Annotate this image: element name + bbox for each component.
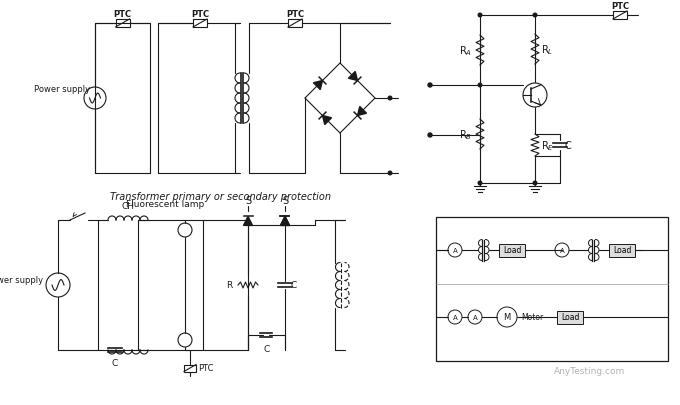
Text: C: C	[112, 358, 118, 367]
Text: Power supply: Power supply	[34, 84, 90, 93]
Circle shape	[533, 182, 537, 185]
Text: Fluorescent lamp: Fluorescent lamp	[126, 200, 204, 209]
Text: CH: CH	[122, 202, 135, 211]
Circle shape	[388, 97, 392, 100]
Circle shape	[478, 14, 482, 18]
Text: PTC: PTC	[611, 2, 629, 11]
Text: R$_L$: R$_L$	[541, 43, 554, 57]
Polygon shape	[358, 107, 367, 116]
Polygon shape	[313, 81, 322, 90]
Polygon shape	[280, 217, 290, 226]
Text: S: S	[282, 196, 288, 205]
Text: R$_B$: R$_B$	[459, 128, 472, 142]
Text: S: S	[245, 196, 251, 205]
Circle shape	[428, 134, 432, 138]
Text: R$_E$: R$_E$	[541, 139, 554, 153]
Text: Load: Load	[613, 246, 631, 255]
Text: C: C	[291, 281, 297, 290]
Text: A: A	[560, 247, 564, 254]
Bar	[499, 244, 525, 257]
Text: A: A	[473, 314, 477, 320]
Circle shape	[478, 182, 482, 185]
Text: C: C	[565, 141, 572, 151]
Polygon shape	[243, 217, 252, 226]
Polygon shape	[322, 116, 332, 125]
Bar	[613, 12, 627, 20]
Text: Transformer primary or secondary protection: Transformer primary or secondary protect…	[109, 192, 330, 202]
Text: Load: Load	[561, 313, 579, 322]
Text: PTC: PTC	[114, 10, 131, 19]
Text: R: R	[226, 281, 232, 290]
Text: PTC: PTC	[191, 10, 209, 19]
Text: C: C	[263, 344, 270, 353]
Bar	[288, 20, 302, 28]
Polygon shape	[348, 72, 358, 81]
Text: PTC: PTC	[198, 364, 214, 373]
Text: A: A	[453, 247, 458, 254]
Text: Load: Load	[503, 246, 521, 255]
Circle shape	[478, 84, 482, 87]
Circle shape	[428, 84, 432, 88]
Bar	[557, 311, 583, 324]
Bar	[184, 364, 196, 371]
Circle shape	[388, 172, 392, 175]
Text: A: A	[453, 314, 458, 320]
Text: Motor: Motor	[521, 313, 543, 322]
Bar	[436, 217, 668, 361]
Polygon shape	[280, 217, 290, 226]
Text: M: M	[503, 313, 511, 322]
Text: Power supply: Power supply	[0, 276, 43, 285]
Bar	[193, 20, 207, 28]
Text: PTC: PTC	[286, 10, 304, 19]
Text: R$_A$: R$_A$	[459, 44, 472, 58]
Circle shape	[533, 14, 537, 18]
Bar	[116, 20, 129, 28]
Bar	[609, 244, 635, 257]
Text: AnyTesting.com: AnyTesting.com	[554, 366, 626, 375]
